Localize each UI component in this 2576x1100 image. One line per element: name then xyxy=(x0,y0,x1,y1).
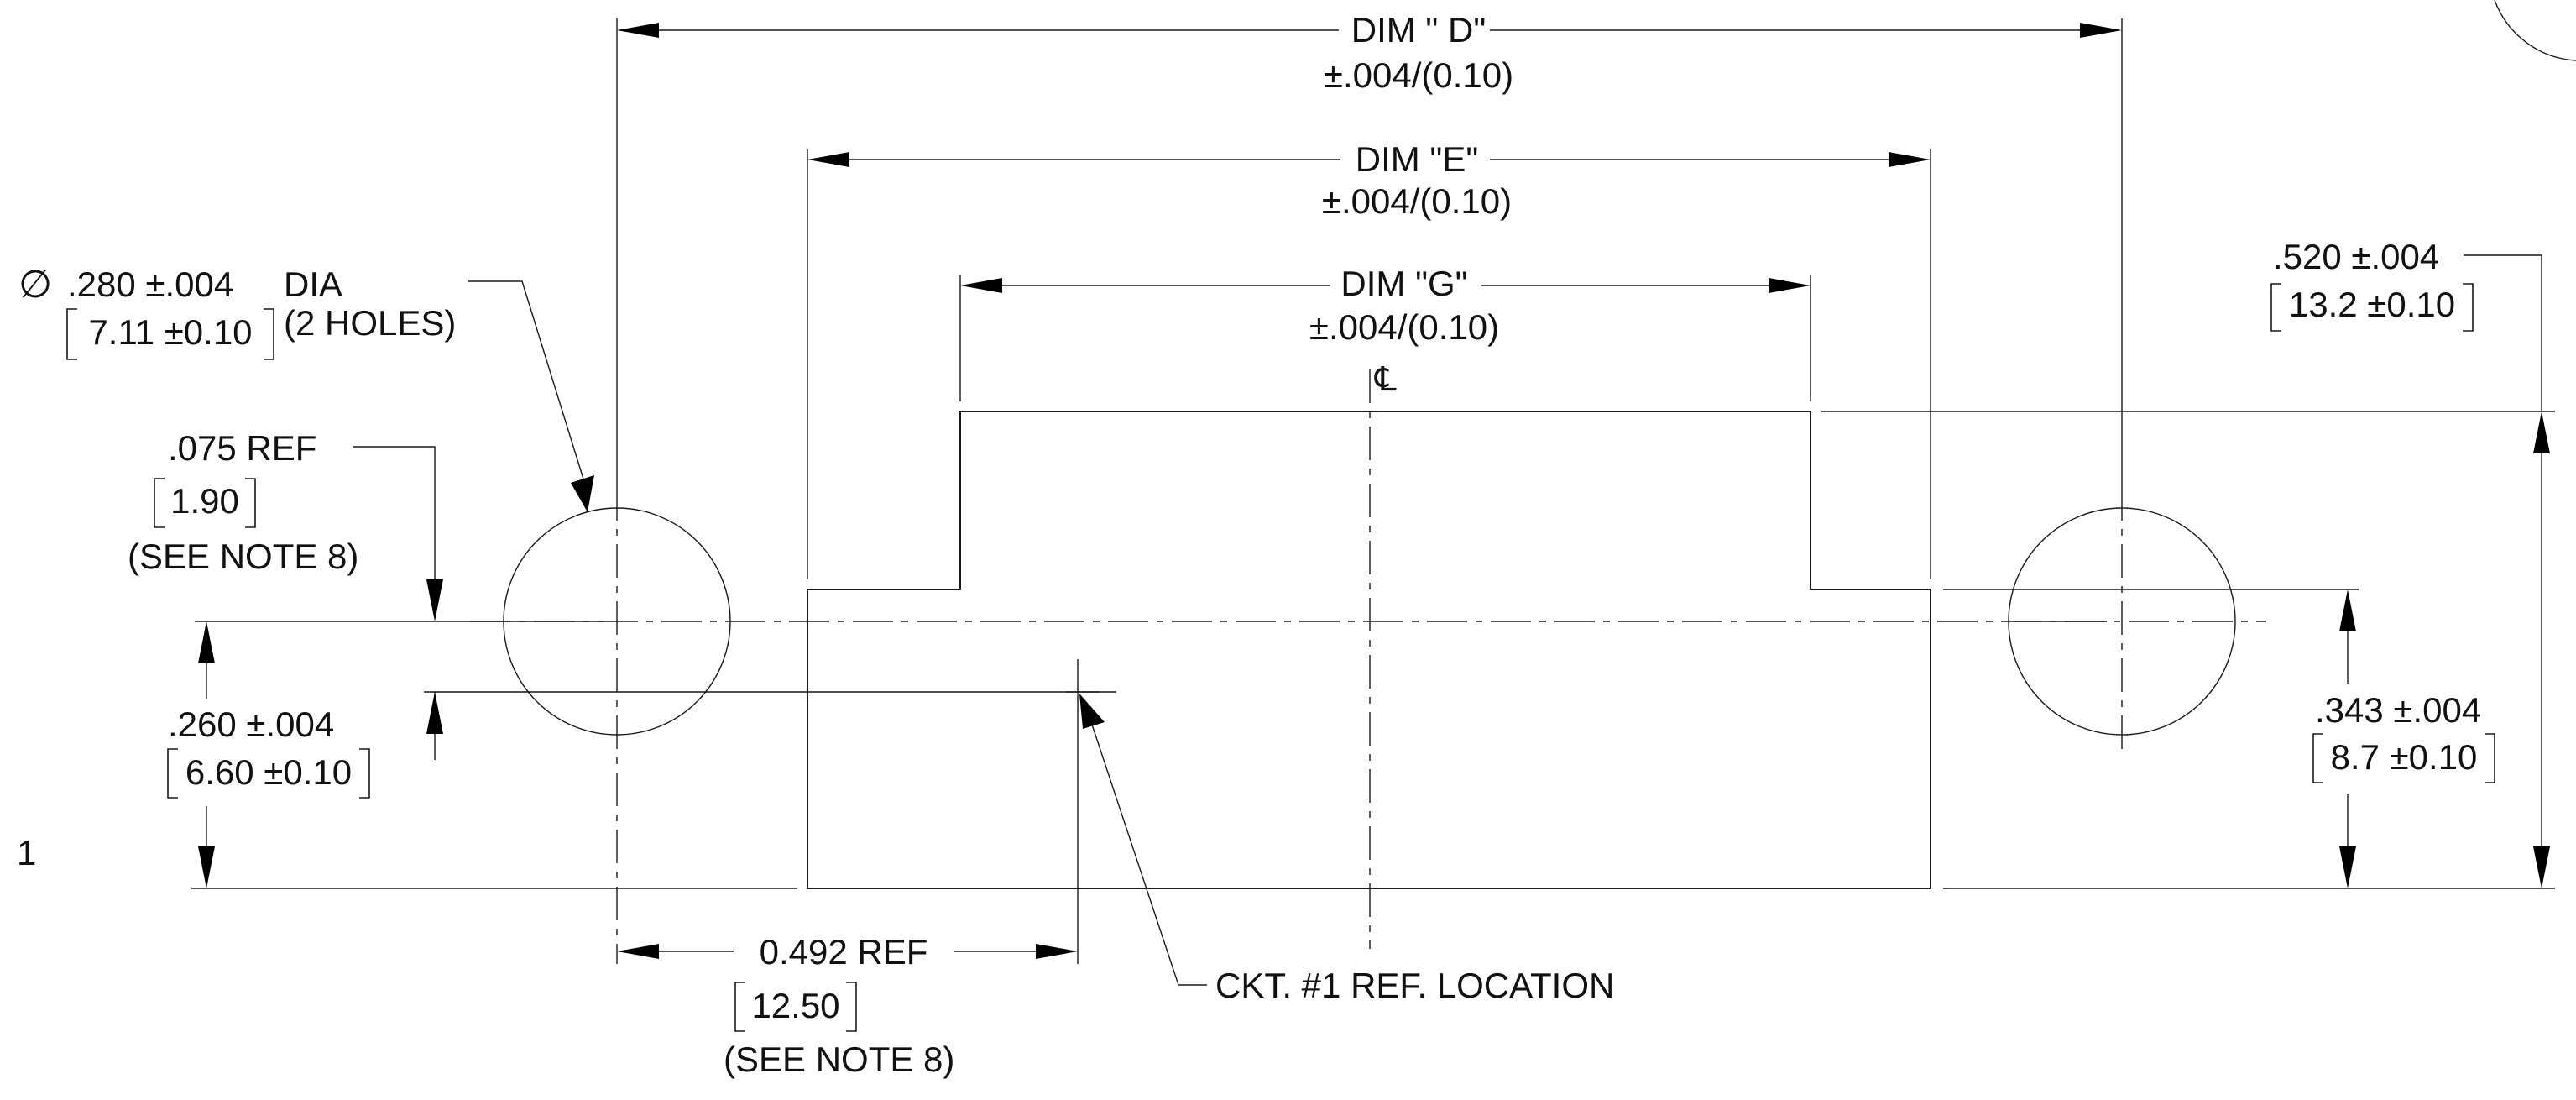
ref-075-metric: 1.90 xyxy=(170,481,239,521)
ref-0492-value: 0.492 REF xyxy=(760,932,928,972)
part-outline xyxy=(807,411,1931,889)
ckt-ref-label: CKT. #1 REF. LOCATION xyxy=(1215,966,1614,1005)
ref-0492-metric-bracket xyxy=(734,982,857,1032)
hole-dia-metric: 7.11 ±0.10 xyxy=(88,312,252,352)
dim-e-label: DIM "E" xyxy=(1356,139,1479,179)
dim-e-arrow-right xyxy=(1889,152,1931,167)
dim-g-tolerance: ±.004/(0.10) xyxy=(1309,307,1499,347)
hole-dia-leader xyxy=(468,280,587,488)
dim-343-arrow-bottom xyxy=(2339,846,2356,888)
dim-d-arrow-left xyxy=(617,23,659,38)
dim-260-value: .260 ±.004 xyxy=(168,705,334,744)
dim-d-tolerance: ±.004/(0.10) xyxy=(1324,55,1513,95)
dim-520-metric-bracket xyxy=(2270,283,2474,332)
ref-0492-metric: 12.50 xyxy=(751,986,839,1025)
corner-arc xyxy=(2494,0,2576,61)
edge-number: 1 xyxy=(17,833,36,872)
dim-520-arrow-bottom xyxy=(2533,846,2550,888)
dim-e-tolerance: ±.004/(0.10) xyxy=(1322,181,1512,221)
dim-520-metric: 13.2 ±0.10 xyxy=(2289,285,2455,324)
dim-e-arrow-left xyxy=(807,152,849,167)
dim-520-value: .520 ±.004 xyxy=(2273,237,2439,276)
ref-075-arrow-top xyxy=(426,579,443,621)
ckt-ref-arrow xyxy=(1079,694,1105,729)
diameter-symbol: ∅ xyxy=(18,262,52,306)
dim-g-arrow-left xyxy=(960,278,1002,293)
dim-260-metric: 6.60 ±0.10 xyxy=(185,752,352,792)
ref-075-arrow-bottom xyxy=(426,692,443,734)
dim-343-value: .343 ±.004 xyxy=(2315,690,2481,730)
ref-0492-arrow-right xyxy=(1036,944,1078,959)
centerline-symbol: ℄ xyxy=(1374,361,1397,398)
ref-075-leader xyxy=(353,446,436,592)
dim-343-metric: 8.7 ±0.10 xyxy=(2331,737,2478,777)
dim-260-arrow-bottom xyxy=(198,846,215,888)
dim-343-arrow-top xyxy=(2339,589,2356,631)
dim-g-label: DIM "G" xyxy=(1340,264,1467,303)
hole-dia-metric-bracket xyxy=(66,308,274,360)
ref-075-metric-bracket xyxy=(154,478,256,528)
hole-dia-leader-arrow xyxy=(571,475,594,512)
ref-0492-note: (SEE NOTE 8) xyxy=(724,1040,954,1079)
hole-dia-note: (2 HOLES) xyxy=(284,303,456,343)
dim-520-leader xyxy=(2464,254,2542,411)
dim-260-arrow-top xyxy=(198,621,215,663)
ref-0492-arrow-left xyxy=(617,944,659,959)
ckt-ref-leader xyxy=(1090,721,1207,986)
dim-d-arrow-right xyxy=(2080,23,2122,38)
dim-g-arrow-right xyxy=(1769,278,1811,293)
hole-dia-unit: DIA xyxy=(284,265,342,304)
dim-d-label: DIM " D" xyxy=(1351,10,1486,50)
dim-343-metric-bracket xyxy=(2312,733,2495,783)
ref-075-value: .075 REF xyxy=(168,428,316,468)
ref-075-note: (SEE NOTE 8) xyxy=(128,537,358,576)
dim-520-arrow-top xyxy=(2533,411,2550,453)
hole-dia-value: .280 ±.004 xyxy=(67,265,233,304)
dim-260-metric-bracket xyxy=(167,748,370,799)
